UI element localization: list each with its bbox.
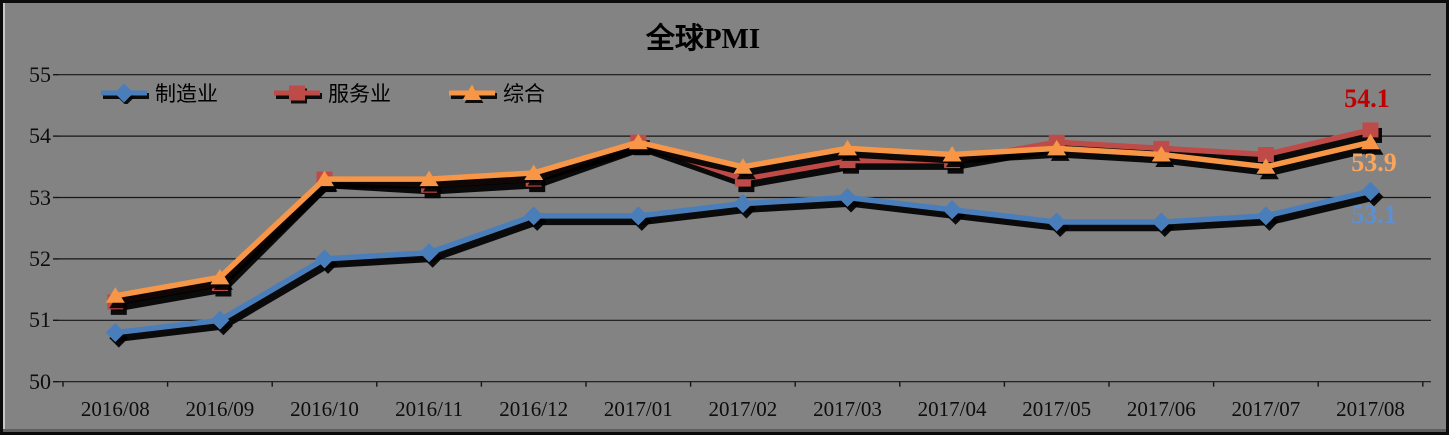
triangle-marker bbox=[105, 287, 125, 303]
end-value-label-服务业: 54.1 bbox=[1344, 84, 1390, 113]
diamond-marker bbox=[210, 310, 230, 330]
x-axis-label: 2016/11 bbox=[395, 397, 464, 421]
diamond-marker bbox=[315, 249, 334, 269]
x-axis-label: 2017/01 bbox=[603, 397, 673, 421]
series-制造业 bbox=[105, 181, 1384, 348]
square-marker bbox=[1257, 147, 1274, 163]
diamond-marker bbox=[628, 206, 648, 226]
x-axis-label: 2017/07 bbox=[1231, 397, 1301, 421]
series-综合 bbox=[105, 133, 1384, 309]
legend-item-制造业: 制造业 bbox=[98, 78, 218, 108]
legend-label: 综合 bbox=[503, 82, 545, 106]
diamond-marker bbox=[733, 194, 753, 214]
y-axis-label: 53 bbox=[29, 184, 51, 210]
y-axis-label: 51 bbox=[29, 307, 51, 333]
triangle-marker bbox=[1361, 133, 1380, 150]
triangle-legend-icon bbox=[449, 84, 497, 103]
triangle-marker bbox=[419, 170, 439, 187]
x-axis-label: 2016/12 bbox=[499, 397, 569, 421]
legend-item-综合: 综合 bbox=[446, 78, 545, 108]
legend-label: 制造业 bbox=[155, 82, 218, 106]
triangle-marker bbox=[1047, 139, 1067, 156]
x-axis-label: 2017/03 bbox=[813, 397, 882, 421]
diamond-marker bbox=[1151, 212, 1171, 232]
x-axis-label: 2016/10 bbox=[290, 397, 359, 421]
triangle-marker bbox=[524, 164, 544, 180]
diamond-marker bbox=[524, 206, 544, 226]
triangle-marker bbox=[733, 158, 753, 174]
x-axis-label: 2017/06 bbox=[1126, 397, 1196, 421]
x-axis-label: 2017/05 bbox=[1022, 397, 1092, 421]
end-value-label-制造业: 53.1 bbox=[1351, 200, 1397, 229]
x-axis-label: 2017/02 bbox=[708, 397, 778, 421]
legend-label: 服务业 bbox=[328, 82, 391, 106]
triangle-marker bbox=[942, 146, 962, 162]
triangle-marker bbox=[1151, 146, 1171, 162]
x-axis-label: 2017/08 bbox=[1336, 397, 1405, 421]
diamond-marker bbox=[1047, 212, 1067, 232]
end-value-label-综合: 53.9 bbox=[1351, 148, 1397, 177]
triangle-marker bbox=[315, 170, 334, 187]
y-axis-label: 55 bbox=[29, 61, 51, 87]
triangle-marker bbox=[210, 268, 230, 285]
x-axis-label: 2017/04 bbox=[917, 397, 987, 421]
square-legend-icon bbox=[274, 85, 322, 104]
legend-item-服务业: 服务业 bbox=[271, 78, 391, 108]
y-axis-label: 52 bbox=[29, 245, 51, 271]
triangle-marker bbox=[838, 139, 857, 156]
diamond-marker bbox=[838, 188, 857, 207]
y-axis-label: 54 bbox=[29, 123, 51, 149]
diamond-marker bbox=[419, 243, 439, 263]
triangle-marker bbox=[628, 133, 648, 150]
diamond-marker bbox=[1256, 206, 1276, 226]
plot-area bbox=[53, 73, 1431, 387]
diamond-marker bbox=[942, 200, 962, 220]
y-axis-label: 50 bbox=[29, 368, 51, 394]
triangle-marker bbox=[1256, 158, 1276, 174]
chart-title: 全球PMI bbox=[645, 23, 761, 55]
square-marker bbox=[1362, 122, 1379, 138]
diamond-marker bbox=[1361, 181, 1380, 201]
x-axis-label: 2016/08 bbox=[80, 397, 150, 421]
x-axis-label: 2016/09 bbox=[185, 397, 255, 421]
diamond-marker bbox=[105, 323, 125, 343]
diamond-legend-icon bbox=[101, 83, 149, 104]
